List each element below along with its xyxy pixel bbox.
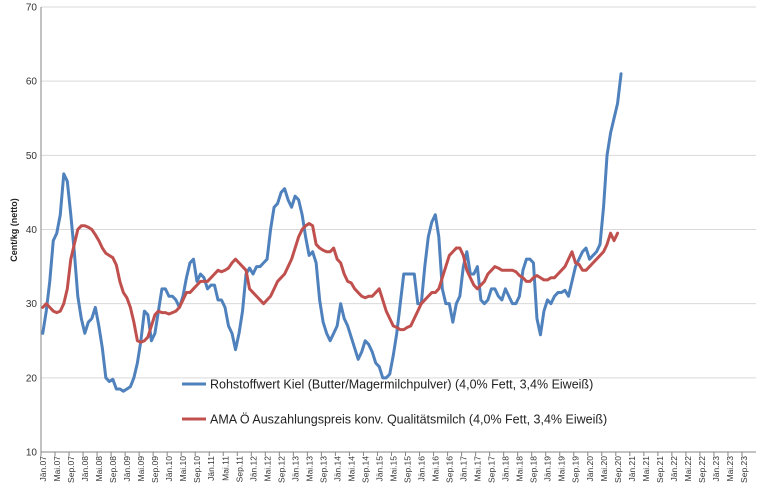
x-tick-label: Jän.23 (711, 456, 721, 482)
x-tick-label: Sep.12 (276, 456, 286, 483)
x-tick-label: Mai.13 (304, 456, 314, 482)
x-tick-label: Jän.09 (122, 456, 132, 482)
legend: Rohstoffwert Kiel (Butter/Magermilchpulv… (182, 378, 607, 427)
x-tick-label: Jän.13 (290, 456, 300, 482)
y-tick-label: 50 (26, 151, 38, 162)
x-tick-label: Jän.11 (206, 456, 216, 481)
x-tick-label: Mai.21 (641, 456, 651, 482)
axes (40, 7, 756, 456)
x-tick-label: Jän.07 (38, 456, 48, 482)
x-tick-label: Sep.21 (655, 456, 665, 483)
y-tick-labels: 10 20 30 40 50 60 70 (26, 3, 38, 459)
x-tick-label: Jän.16 (417, 456, 427, 482)
x-tick-label: Mai.22 (683, 456, 693, 482)
x-tick-label: Sep.14 (360, 456, 370, 483)
y-tick-label: 70 (26, 3, 38, 14)
x-tick-label: Jän.22 (669, 456, 679, 482)
x-tick-label: Mai.10 (178, 456, 188, 482)
x-tick-label: Jän.14 (332, 456, 342, 482)
y-tick-label: 20 (26, 373, 38, 384)
series-lines (41, 72, 623, 393)
x-tick-label: Mai.17 (473, 456, 483, 482)
legend-entry-ama: AMA Ö Auszahlungspreis konv. Qualitätsmi… (210, 413, 607, 427)
x-tick-label: Sep.16 (445, 456, 455, 483)
x-tick-label: Jän.10 (164, 456, 174, 482)
x-tick-label: Sep.23 (739, 456, 749, 483)
x-tick-label: Mai.16 (431, 456, 441, 482)
x-tick-label: Sep.10 (192, 456, 202, 483)
x-tick-label: Jän.21 (627, 456, 637, 482)
x-tick-label: Jän.12 (248, 456, 258, 482)
x-tick-label: Sep.09 (150, 456, 160, 483)
y-tick-label: 60 (26, 77, 38, 88)
x-tick-label: Sep.20 (613, 456, 623, 483)
x-tick-label: Mai.19 (557, 456, 567, 482)
x-tick-label: Mai.14 (346, 456, 356, 482)
x-tick-label: Sep.08 (108, 456, 118, 483)
x-tick-label: Sep.07 (66, 456, 76, 483)
x-tick-label: Sep.18 (529, 456, 539, 483)
x-tick-label: Mai.07 (52, 456, 62, 482)
x-tick-label: Mai.12 (262, 456, 272, 482)
y-tick-label: 10 (26, 448, 38, 459)
x-tick-label: Jän.15 (374, 456, 384, 482)
x-tick-label: Jän.20 (585, 456, 595, 482)
x-tick-label: Jän.17 (459, 456, 469, 482)
x-tick-label: Mai.15 (388, 456, 398, 482)
y-tick-label: 30 (26, 299, 38, 310)
x-tick-labels: Jän.07 Mai.07 Sep.07 Jän.08 Mai.08 Sep.08 Jän.… (38, 456, 749, 483)
series-line-rohstoffwert (41, 72, 623, 393)
x-tick-label: Mai.08 (94, 456, 104, 482)
y-axis-label: Cent/kg (netto) (9, 198, 19, 262)
x-tick-label: Mai.11 (220, 456, 230, 481)
x-tick-label: Jän.19 (543, 456, 553, 482)
y-tick-label: 40 (26, 225, 38, 236)
series-line-ama (41, 222, 620, 344)
x-tick-label: Mai.20 (599, 456, 609, 482)
x-tick-label: Jän.08 (80, 456, 90, 482)
x-tick-label: Sep.11 (234, 456, 244, 483)
x-tick-label: Sep.22 (697, 456, 707, 483)
x-tick-label: Mai.23 (725, 456, 735, 482)
x-tick-label: Jän.18 (501, 456, 511, 482)
legend-entry-rohstoffwert: Rohstoffwert Kiel (Butter/Magermilchpulv… (210, 378, 593, 392)
x-tick-label: Sep.19 (571, 456, 581, 483)
x-tick-label: Sep.13 (318, 456, 328, 483)
x-tick-label: Sep.15 (403, 456, 413, 483)
x-tick-label: Mai.18 (515, 456, 525, 482)
x-tick-label: Mai.09 (136, 456, 146, 482)
x-tick-label: Sep.17 (487, 456, 497, 483)
